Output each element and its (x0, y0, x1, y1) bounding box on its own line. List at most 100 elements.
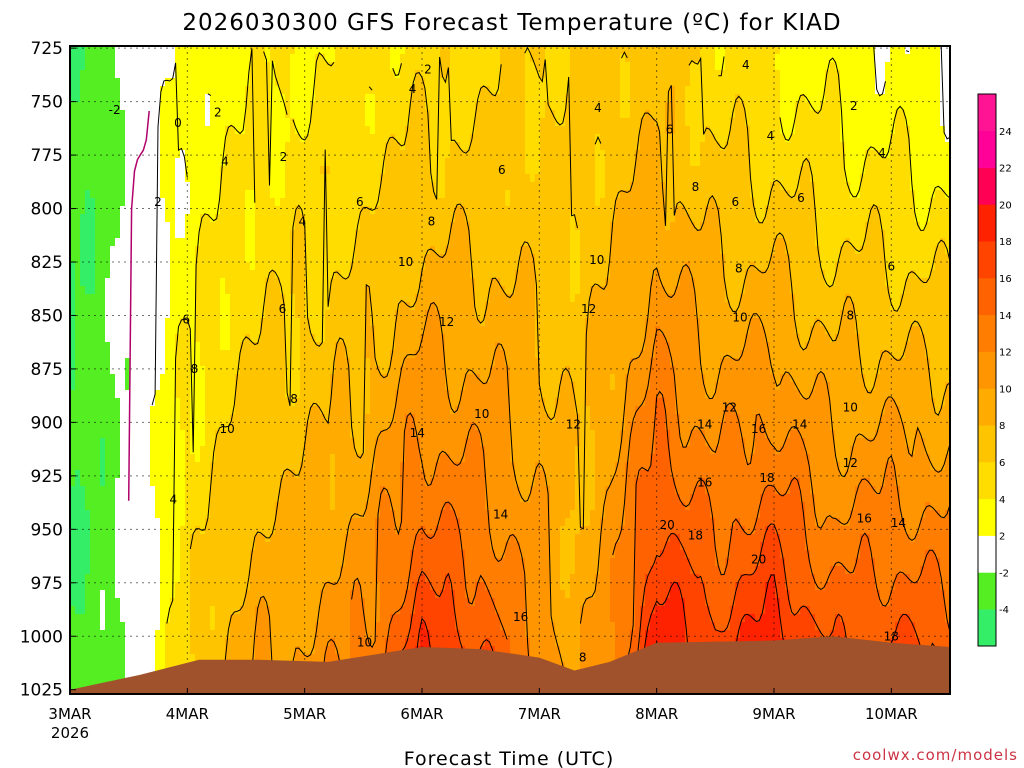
temperature-cell (115, 598, 121, 607)
temperature-cell (140, 350, 146, 359)
temperature-cell (260, 126, 266, 135)
temperature-cell (70, 134, 76, 143)
temperature-cell (75, 646, 81, 655)
temperature-cell (80, 166, 86, 175)
temperature-cell (80, 334, 86, 343)
temperature-cell (305, 142, 311, 151)
temperature-cell (215, 470, 221, 479)
temperature-cell (70, 214, 76, 223)
temperature-cell (210, 310, 216, 319)
temperature-cell (255, 78, 261, 87)
temperature-cell (145, 350, 151, 359)
temperature-cell (215, 422, 221, 431)
temperature-cell (365, 174, 371, 183)
temperature-cell (250, 46, 256, 55)
temperature-cell (295, 318, 301, 327)
temperature-cell (105, 350, 111, 359)
temperature-cell (190, 62, 196, 71)
temperature-cell (245, 598, 251, 607)
temperature-cell (150, 558, 156, 567)
temperature-cell (115, 406, 121, 415)
temperature-cell (155, 558, 161, 567)
temperature-cell (150, 390, 156, 399)
temperature-cell (220, 542, 226, 551)
temperature-cell (360, 534, 366, 543)
temperature-cell (205, 318, 211, 327)
temperature-cell (305, 406, 311, 415)
temperature-cell (145, 398, 151, 407)
temperature-cell (315, 62, 321, 71)
temperature-cell (135, 198, 141, 207)
temperature-cell (170, 374, 176, 383)
temperature-cell (285, 46, 291, 55)
temperature-cell (95, 286, 101, 295)
temperature-cell (340, 142, 346, 151)
temperature-cell (140, 342, 146, 351)
temperature-cell (305, 422, 311, 431)
temperature-cell (175, 294, 181, 303)
temperature-cell (325, 78, 331, 87)
temperature-cell (340, 638, 346, 647)
temperature-cell (80, 94, 86, 103)
temperature-cell (295, 534, 301, 543)
temperature-cell (90, 518, 96, 527)
temperature-cell (360, 118, 366, 127)
temperature-cell (120, 334, 126, 343)
temperature-cell (130, 246, 136, 255)
temperature-cell (125, 606, 131, 615)
temperature-cell (125, 502, 131, 511)
temperature-cell (235, 110, 241, 119)
temperature-cell (235, 174, 241, 183)
temperature-cell (375, 142, 381, 151)
temperature-cell (70, 622, 76, 631)
temperature-cell (190, 222, 196, 231)
temperature-cell (295, 526, 301, 535)
temperature-cell (175, 566, 181, 575)
temperature-cell (105, 358, 111, 367)
temperature-cell (75, 510, 81, 519)
temperature-cell (280, 342, 286, 351)
temperature-cell (320, 262, 326, 271)
temperature-cell (155, 470, 161, 479)
temperature-cell (340, 590, 346, 599)
temperature-cell (75, 518, 81, 527)
temperature-cell (80, 318, 86, 327)
temperature-cell (295, 78, 301, 87)
temperature-cell (125, 646, 131, 655)
temperature-cell (180, 486, 186, 495)
temperature-cell (200, 78, 206, 87)
temperature-cell (120, 318, 126, 327)
temperature-cell (155, 638, 161, 647)
temperature-cell (340, 502, 346, 511)
temperature-cell (195, 510, 201, 519)
temperature-cell (100, 622, 106, 631)
temperature-cell (255, 414, 261, 423)
temperature-cell (170, 638, 176, 647)
temperature-cell (265, 526, 271, 535)
temperature-cell (125, 390, 131, 399)
temperature-cell (320, 270, 326, 279)
temperature-cell (365, 294, 371, 303)
temperature-cell (150, 454, 156, 463)
temperature-cell (285, 374, 291, 383)
temperature-cell (250, 614, 256, 623)
temperature-cell (255, 486, 261, 495)
temperature-cell (270, 606, 276, 615)
temperature-cell (180, 318, 186, 327)
temperature-cell (250, 230, 256, 239)
temperature-cell (265, 638, 271, 647)
temperature-cell (370, 350, 376, 359)
temperature-cell (355, 446, 361, 455)
temperature-cell (135, 654, 141, 663)
temperature-cell (110, 398, 116, 407)
temperature-cell (295, 646, 301, 655)
temperature-cell (230, 286, 236, 295)
temperature-cell (345, 294, 351, 303)
temperature-cell (260, 502, 266, 511)
temperature-cell (340, 486, 346, 495)
temperature-cell (110, 150, 116, 159)
temperature-cell (205, 310, 211, 319)
temperature-cell (105, 550, 111, 559)
temperature-cell (250, 526, 256, 535)
temperature-cell (270, 550, 276, 559)
